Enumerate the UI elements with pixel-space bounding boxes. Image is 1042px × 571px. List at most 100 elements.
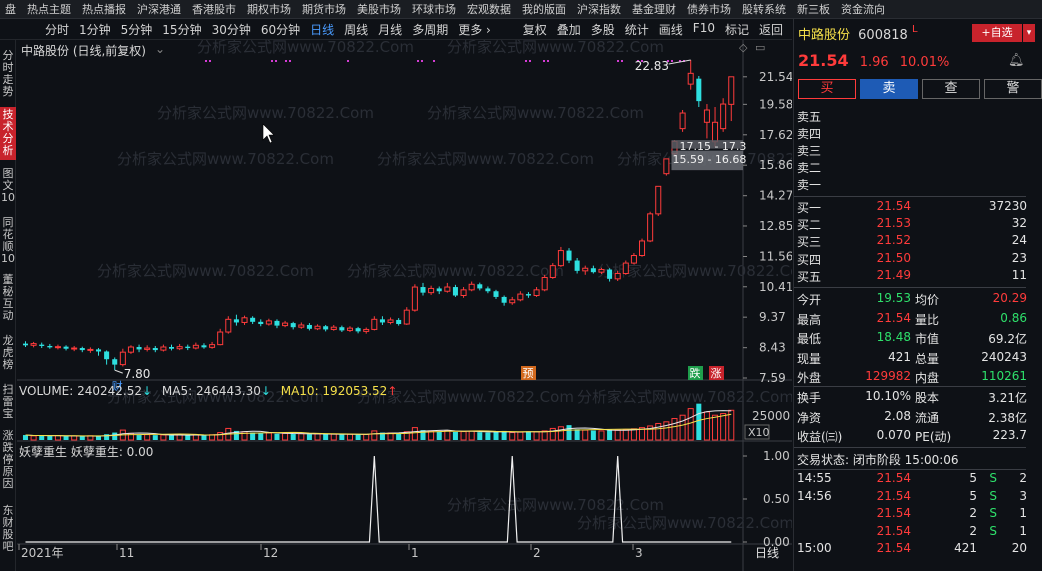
stat-value: 421 [888,349,911,364]
bell-icon[interactable]: 🔔︎ [1008,53,1025,68]
tool-button-7[interactable]: 返回 [758,22,783,37]
add-watchlist-button[interactable]: +自选 [972,24,1022,42]
left-tab-4[interactable]: 董秘互动 [2,273,14,322]
nav-item-1[interactable]: 热点主题 [27,3,71,16]
stat-value: 110261 [981,369,1027,383]
nav-item-14[interactable]: 股转系统 [742,3,786,16]
period-tab-10[interactable]: 更多 › [458,22,491,37]
sell-button[interactable]: 卖 [860,79,918,99]
left-tab-8[interactable]: 东财股吧 [2,504,14,553]
ma5-label: MA5: 246443.30 [161,384,261,398]
left-tab-1[interactable]: 技术分析 [0,107,16,160]
alert-button[interactable]: 警 [984,79,1042,99]
nav-item-13[interactable]: 债券市场 [687,3,731,16]
query-button[interactable]: 查 [922,79,980,99]
period-tab-6[interactable]: 日线 [310,22,335,37]
candle-body [144,347,151,350]
left-tab-6[interactable]: 扫雷宝 [2,383,14,420]
window-icon[interactable]: ▭ [755,41,766,54]
left-tab-3[interactable]: 同花顺10 [1,216,15,265]
period-label[interactable]: 日线 [755,546,779,560]
tool-button-1[interactable]: 叠加 [556,22,581,37]
left-tab-5[interactable]: 龙虎榜 [2,334,14,371]
nav-item-6[interactable]: 期货市场 [302,3,346,16]
diamond-icon[interactable]: ◇ [739,41,748,54]
event-marker-box[interactable] [521,366,536,380]
tool-button-6[interactable]: 标记 [724,22,749,37]
stat-label: 现量 [797,351,822,366]
volume-bar [728,409,735,441]
tool-button-4[interactable]: 画线 [658,22,683,37]
tool-button-2[interactable]: 多股 [590,22,615,37]
period-tab-5[interactable]: 60分钟 [260,22,301,37]
candle-body [444,286,451,292]
date-label: 12 [263,546,278,560]
candle-body [79,348,85,351]
chart-area[interactable]: 分析家公式网www.70822.Com 分析家公式网www.70822.Com 分析… [17,40,792,571]
candle-body [639,240,646,257]
price-tick-label: 17.62 [759,128,792,142]
stat-label: 收益(㈢) [797,430,843,444]
quote-row: 收益(㈢) 0.070 PE(动) 223.7 [797,428,1031,444]
kline-chart[interactable]: 分析家公式网www.70822.Com 分析家公式网www.70822.Com分析… [17,40,792,571]
period-tab-4[interactable]: 30分钟 [211,22,251,37]
indicator-tick-label: 0.50 [763,492,790,506]
period-tab-0[interactable]: 分时 [45,22,70,37]
tool-button-3[interactable]: 统计 [624,22,649,37]
stock-name: 中路股份 [798,28,851,43]
event-marker-text: 跌 [690,366,701,380]
quote-row: 交易状态: 闭市阶段 15:00:06 [797,451,1031,467]
dropdown-arrow-icon[interactable]: ▾ [1023,24,1035,42]
finance-marker[interactable]: 财 [112,379,123,393]
tool-button-0[interactable]: 复权 [522,22,547,37]
volume-bar [152,435,158,440]
nav-item-2[interactable]: 热点播报 [82,3,126,16]
nav-item-11[interactable]: 沪深指数 [577,3,621,16]
period-tab-9[interactable]: 多周期 [412,22,449,37]
chevron-down-icon[interactable]: ⌄ [155,42,166,56]
nav-item-3[interactable]: 沪深港通 [137,3,181,16]
volume-bar [574,429,580,440]
left-tab-0[interactable]: 分时走势 [2,49,14,98]
bid-volume: 11 [1011,267,1027,282]
candle-body [379,319,385,323]
signal-dot [205,60,207,62]
candle-body [533,289,540,296]
low-label: 7.80 [124,367,151,381]
nav-item-7[interactable]: 美股市场 [357,3,401,16]
tick-price: 21.54 [876,541,911,555]
period-tab-8[interactable]: 月线 [378,22,403,37]
buy-button[interactable]: 买 [798,79,856,99]
nav-item-4[interactable]: 香港股市 [192,3,236,16]
nav-item-5[interactable]: 期权市场 [247,3,291,16]
event-marker-box[interactable] [709,366,724,380]
nav-item-8[interactable]: 环球市场 [412,3,456,16]
volume-tick-label: 25000 [752,409,790,423]
nav-item-12[interactable]: 基金理财 [632,3,676,16]
left-tab-2[interactable]: 图文10 [1,167,15,204]
watermark-text: 分析家公式网www.70822.Com [577,514,792,532]
volume-bar [655,422,662,441]
period-tab-3[interactable]: 15分钟 [162,22,202,37]
event-marker-box[interactable] [688,366,703,380]
tool-button-5[interactable]: F10 [692,20,715,35]
tick-time: 14:56 [797,488,832,503]
price-tick-label: 21.54 [759,70,792,84]
nav-item-10[interactable]: 我的版面 [522,3,566,16]
left-tab-7[interactable]: 涨跌停原因 [2,429,14,490]
period-tab-7[interactable]: 周线 [344,22,369,37]
bid-volume: 24 [1011,233,1027,248]
candle-body [152,348,158,351]
period-tab-1[interactable]: 1分钟 [79,22,111,37]
nav-item-9[interactable]: 宏观数据 [467,3,511,16]
nav-item-15[interactable]: 新三板 [797,3,830,16]
candle-body [614,272,621,280]
nav-item-0[interactable]: 盘 [5,3,16,16]
candle-body [622,262,629,274]
volume-bar [541,430,548,441]
candle-body [95,349,102,352]
period-tab-2[interactable]: 5分钟 [120,22,153,37]
nav-item-16[interactable]: 资金流向 [841,3,885,16]
volume-bar [192,434,199,441]
candle-body [428,287,435,294]
